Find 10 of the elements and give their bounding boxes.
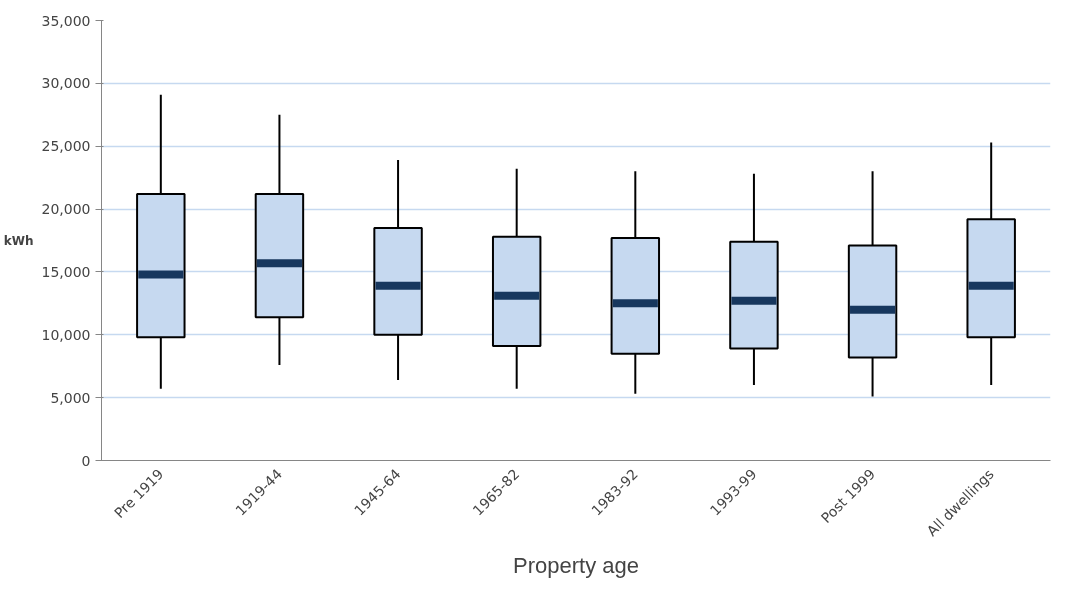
y-axis-title: kWh xyxy=(3,233,34,248)
y-tick-label: 35,000 xyxy=(41,12,91,29)
y-tick-label: 0 xyxy=(81,452,91,469)
x-axis-title: Property age xyxy=(513,552,639,578)
y-tick-label: 30,000 xyxy=(41,75,91,92)
y-tick-label: 15,000 xyxy=(41,263,91,280)
y-tick-label: 10,000 xyxy=(41,326,91,343)
y-tick-label: 25,000 xyxy=(41,138,91,155)
y-tick-label: 20,000 xyxy=(41,201,91,218)
y-tick-label: 5,000 xyxy=(50,389,91,406)
